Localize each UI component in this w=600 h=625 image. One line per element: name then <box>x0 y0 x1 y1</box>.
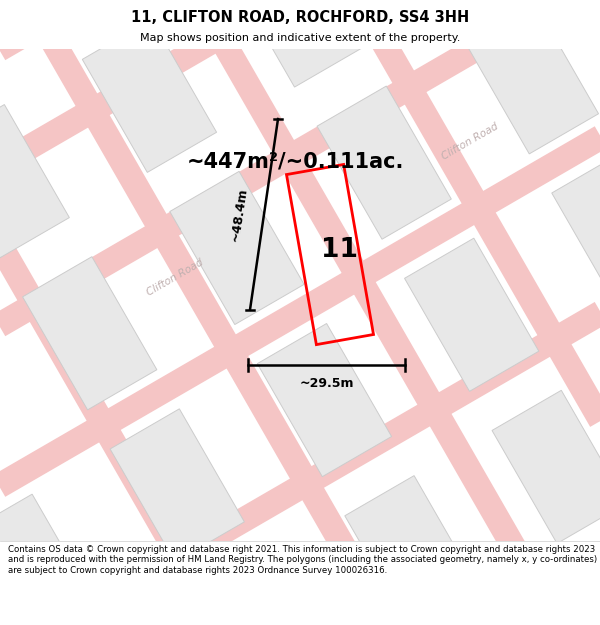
Polygon shape <box>170 171 304 324</box>
Polygon shape <box>230 0 364 87</box>
Polygon shape <box>257 324 392 477</box>
Polygon shape <box>82 19 217 173</box>
Polygon shape <box>317 86 451 239</box>
Text: Map shows position and indicative extent of the property.: Map shows position and indicative extent… <box>140 33 460 43</box>
Polygon shape <box>345 476 479 625</box>
Polygon shape <box>552 153 600 306</box>
Polygon shape <box>110 409 244 562</box>
Polygon shape <box>0 494 97 625</box>
Polygon shape <box>0 104 70 258</box>
Text: 11: 11 <box>322 236 359 262</box>
Polygon shape <box>464 1 599 154</box>
Text: Clifton Road: Clifton Road <box>440 121 500 161</box>
Polygon shape <box>492 391 600 544</box>
Polygon shape <box>404 238 539 391</box>
Text: ~48.4m: ~48.4m <box>229 186 250 242</box>
Text: Contains OS data © Crown copyright and database right 2021. This information is : Contains OS data © Crown copyright and d… <box>8 545 597 574</box>
Text: ~447m²/~0.111ac.: ~447m²/~0.111ac. <box>187 151 404 171</box>
Polygon shape <box>23 257 157 410</box>
Text: 11, CLIFTON ROAD, ROCHFORD, SS4 3HH: 11, CLIFTON ROAD, ROCHFORD, SS4 3HH <box>131 10 469 25</box>
Text: ~29.5m: ~29.5m <box>299 377 354 390</box>
Text: Clifton Road: Clifton Road <box>145 258 205 298</box>
